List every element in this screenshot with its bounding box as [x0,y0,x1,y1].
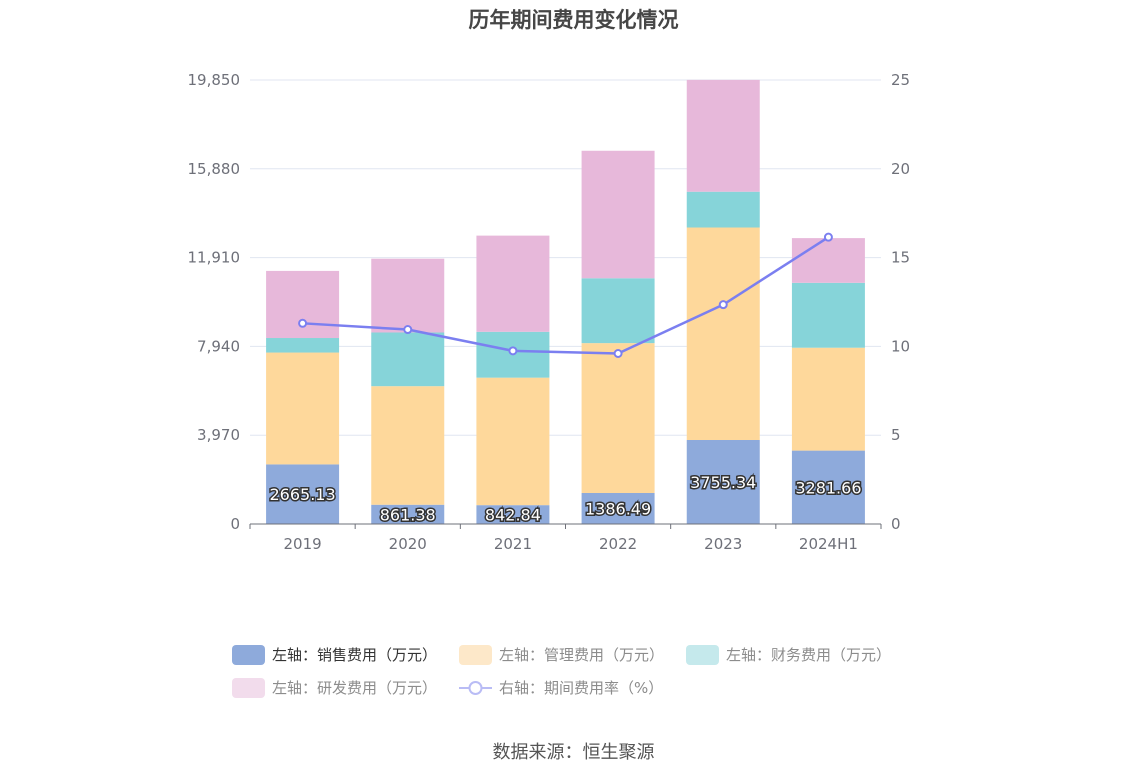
chart-title: 历年期间费用变化情况 [468,8,679,32]
legend-line-rate-icon [459,680,493,695]
bar-segment [791,347,865,451]
bar-segment [686,227,760,441]
rate-point [298,318,308,328]
bar-segment [476,505,550,524]
x-axis-tick-label: 2019 [283,535,321,553]
bar-segment [791,282,865,348]
right-axis-tick-label: 15 [891,249,910,267]
left-axis-tick-label: 0 [230,515,240,533]
bar-segment [581,343,655,493]
bar-segment [791,238,865,283]
legend-swatch-sales [232,644,265,665]
legend-item-rnd[interactable]: 左轴：研发费用（万元） [232,677,437,698]
legend-item-sales[interactable]: 左轴：销售费用（万元） [232,644,437,665]
legend-item-finance[interactable]: 左轴：财务费用（万元） [686,644,891,665]
bar-data-label: 3755.34 [690,473,756,492]
right-axis-tick-label: 10 [891,337,910,355]
legend-item-rate[interactable]: 右轴：期间费用率（%） [459,677,663,698]
bar-segment [581,278,655,344]
bar-data-label: 3281.66 [795,478,861,497]
legend-item-admin[interactable]: 左轴：管理费用（万元） [459,644,664,665]
bar-segment [266,352,340,465]
legend-swatch-admin [459,644,493,665]
legend-label-sales: 左轴：销售费用（万元） [272,646,438,664]
left-axis-tick-label: 7,940 [197,337,240,355]
rate-point [823,232,833,242]
rate-point [508,346,518,356]
bar-segment [581,150,655,279]
bar-segment [581,492,655,524]
bar-segment [686,79,760,192]
right-axis-tick-label: 20 [891,160,910,178]
bar-segment [266,464,340,524]
bar-segment [371,332,445,387]
bar-segment [266,270,340,339]
data-source: 数据来源：恒生聚源 [492,742,655,763]
rate-point [718,300,728,310]
legend-swatch-finance [686,644,720,665]
bar-data-label: 842.84 [485,506,541,525]
bar-segment [371,258,445,333]
rate-point [403,325,413,335]
legend-label-admin: 左轴：管理费用（万元） [499,646,665,664]
right-axis-tick-label: 0 [891,515,901,533]
bar-segment [791,450,865,524]
left-axis-tick-label: 11,910 [188,249,241,267]
bar-segment [371,386,445,505]
x-axis-tick-label: 2020 [389,535,427,553]
bar-data-label: 861.38 [380,505,436,524]
legend-label-rnd: 左轴：研发费用（万元） [272,679,438,697]
bar-segment [686,191,760,228]
bar-data-label: 1386.49 [585,499,651,518]
x-axis-tick-label: 2023 [704,535,742,553]
legend-label-finance: 左轴：财务费用（万元） [726,646,892,664]
left-axis-tick-label: 19,850 [188,71,241,89]
bar-segment [686,440,760,524]
left-axis-tick-label: 3,970 [197,426,240,444]
x-axis-tick-label: 2022 [599,535,637,553]
bar-segment [476,377,550,506]
rate-line [302,236,830,355]
right-axis-tick-label: 25 [891,71,910,89]
right-axis-tick-label: 5 [891,426,901,444]
legend-label-rate: 右轴：期间费用率（%） [499,679,664,697]
chart-legend: 左轴：销售费用（万元） 左轴：管理费用（万元） 左轴：财务费用（万元） 左轴：研… [232,638,932,704]
x-axis-tick-label: 2021 [494,535,532,553]
x-axis-tick-label: 2024H1 [799,535,858,553]
left-axis-tick-label: 15,880 [188,160,241,178]
bar-segment [371,504,445,524]
bar-data-label: 2665.13 [269,485,335,504]
rate-point [613,349,623,359]
legend-swatch-rnd [232,677,265,698]
bar-segment [266,338,340,353]
bar-segment [476,235,550,332]
